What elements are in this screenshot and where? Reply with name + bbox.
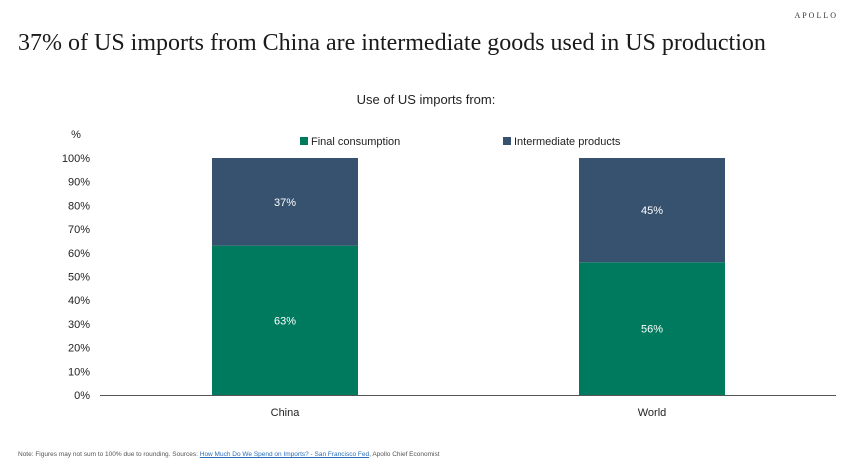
y-tick-label: 70% xyxy=(68,224,90,236)
data-label: 56% xyxy=(641,324,663,336)
chart-title: Use of US imports from: xyxy=(357,92,496,107)
y-tick-label: 0% xyxy=(74,390,90,402)
y-tick-label: 50% xyxy=(68,272,90,284)
bar-segment xyxy=(212,245,358,395)
legend-swatch xyxy=(503,137,511,145)
y-tick-label: 20% xyxy=(68,343,90,355)
footnote: Note: Figures may not sum to 100% due to… xyxy=(18,451,440,458)
y-tick-label: 100% xyxy=(62,153,90,165)
page-title: 37% of US imports from China are interme… xyxy=(18,30,766,56)
legend-swatch xyxy=(300,137,308,145)
footnote-prefix: Note: Figures may not sum to 100% due to… xyxy=(18,451,200,458)
bar-segment xyxy=(212,158,358,246)
data-label: 63% xyxy=(274,315,296,327)
chart-legend: Final consumption Intermediate products xyxy=(300,136,621,148)
data-label: 37% xyxy=(274,197,296,209)
y-tick-label: 60% xyxy=(68,248,90,260)
bar-segment xyxy=(579,262,725,395)
bar-segment xyxy=(579,158,725,263)
x-axis-ticks: China World xyxy=(271,407,667,419)
footnote-suffix: , Apollo Chief Economist xyxy=(369,451,440,458)
y-tick-label: 90% xyxy=(68,177,90,189)
y-tick-label: 80% xyxy=(68,200,90,212)
y-tick-label: 10% xyxy=(68,366,90,378)
y-tick-label: 30% xyxy=(68,319,90,331)
data-label: 45% xyxy=(641,205,663,217)
legend-label: Intermediate products xyxy=(514,136,621,148)
x-tick-label: World xyxy=(638,407,667,419)
bars: 63% 37% 56% 45% xyxy=(212,158,725,395)
x-tick-label: China xyxy=(271,407,301,419)
y-axis-ticks: 0% 10% 20% 30% 40% 50% 60% 70% 80% 90% 100% xyxy=(62,153,90,402)
legend-label: Final consumption xyxy=(311,136,400,148)
y-axis-label: % xyxy=(71,129,81,141)
source-link[interactable]: How Much Do We Spend on Imports? - San F… xyxy=(199,451,370,458)
y-tick-label: 40% xyxy=(68,295,90,307)
brand-logo: APOLLO xyxy=(794,11,838,20)
